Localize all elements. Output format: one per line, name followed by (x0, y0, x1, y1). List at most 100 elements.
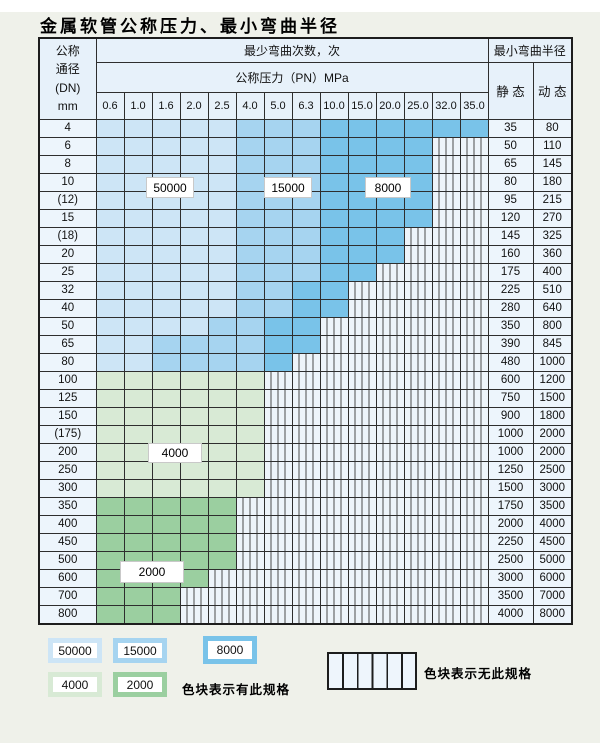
spec-cell-b8 (347, 208, 377, 228)
no-spec-cell (403, 370, 433, 390)
no-spec-cell (459, 298, 489, 318)
legend-has-spec-text: 色块表示有此规格 (182, 683, 291, 697)
spec-cell-b50 (151, 244, 181, 264)
spec-cell-g2 (123, 532, 153, 552)
no-spec-cell (347, 424, 377, 444)
dynamic-radius-cell: 5000 (532, 550, 573, 570)
no-spec-cell (347, 532, 377, 552)
spec-cell-b50 (179, 226, 209, 246)
no-spec-cell (179, 604, 209, 624)
no-spec-cell (459, 262, 489, 282)
pressure-col-header: 32.0 (431, 91, 461, 120)
table-row: (18) 145 325 (38, 226, 573, 246)
no-spec-cell (319, 604, 349, 624)
no-spec-cell (403, 496, 433, 516)
no-spec-cell (375, 604, 405, 624)
spec-cell-g4 (179, 478, 209, 498)
spec-cell-g4 (123, 442, 153, 462)
dn-cell: 15 (38, 208, 97, 228)
no-spec-cell (403, 424, 433, 444)
spec-cell-b8 (319, 118, 349, 138)
spec-cell-b8 (431, 118, 461, 138)
no-spec-cell (235, 532, 265, 552)
spec-cell-g2 (95, 532, 125, 552)
table-row: 6 50 110 (38, 136, 573, 156)
spec-cell-b50 (151, 298, 181, 318)
spec-cell-g4 (123, 388, 153, 408)
dynamic-radius-cell: 325 (532, 226, 573, 246)
dn-cell: 4 (38, 118, 97, 138)
spec-cell-b15 (235, 298, 265, 318)
spec-cell-b15 (207, 352, 237, 372)
no-spec-cell (263, 460, 293, 480)
no-spec-cell (319, 424, 349, 444)
spec-cell-g4 (123, 424, 153, 444)
dynamic-radius-cell: 2500 (532, 460, 573, 480)
dn-cell: 400 (38, 514, 97, 534)
static-radius-cell: 95 (487, 190, 534, 210)
spec-cell-b50 (179, 154, 209, 174)
no-spec-cell (375, 442, 405, 462)
no-spec-cell (263, 442, 293, 462)
static-radius-cell: 225 (487, 280, 534, 300)
spec-cell-b15 (291, 154, 321, 174)
static-radius-cell: 4000 (487, 604, 534, 624)
no-spec-cell (263, 406, 293, 426)
no-spec-cell (319, 388, 349, 408)
static-radius-cell: 145 (487, 226, 534, 246)
spec-cell-b8 (403, 208, 433, 228)
no-spec-cell (319, 334, 349, 354)
spec-cell-b8 (319, 262, 349, 282)
spec-cell-g4 (123, 460, 153, 480)
pressure-col-header: 1.6 (151, 91, 181, 120)
spec-cell-g4 (207, 478, 237, 498)
static-radius-cell: 390 (487, 334, 534, 354)
static-radius-cell: 65 (487, 154, 534, 174)
no-spec-cell (459, 190, 489, 210)
no-spec-cell (179, 586, 209, 606)
no-spec-cell (263, 388, 293, 408)
table-row: 150 900 1800 (38, 406, 573, 426)
no-spec-cell (403, 316, 433, 336)
no-spec-cell (431, 532, 461, 552)
spec-cell-b50 (123, 352, 153, 372)
pressure-col-header: 6.3 (291, 91, 321, 120)
spec-cell-b50 (123, 226, 153, 246)
dynamic-radius-cell: 4000 (532, 514, 573, 534)
spec-cell-b8 (375, 154, 405, 174)
no-spec-cell (375, 460, 405, 480)
spec-cell-b50 (95, 334, 125, 354)
spec-cell-b8 (263, 316, 293, 336)
spec-cell-b8 (319, 154, 349, 174)
cycle-count-label: 15000 (264, 177, 312, 198)
spec-cell-b50 (123, 298, 153, 318)
no-spec-cell (431, 514, 461, 534)
no-spec-cell (459, 586, 489, 606)
legend-badge-value: 50000 (53, 643, 97, 658)
static-radius-cell: 160 (487, 244, 534, 264)
spec-cell-g2 (95, 586, 125, 606)
no-spec-cell (263, 586, 293, 606)
no-spec-cell (207, 604, 237, 624)
spec-cell-b50 (151, 118, 181, 138)
spec-cell-g4 (235, 406, 265, 426)
no-spec-cell (431, 496, 461, 516)
spec-cell-b50 (179, 208, 209, 228)
spec-cell-b50 (151, 262, 181, 282)
cycle-count-label: 2000 (120, 561, 184, 583)
spec-cell-b8 (319, 244, 349, 264)
no-spec-cell (375, 370, 405, 390)
static-col-header: 静 态 (487, 61, 534, 120)
no-spec-cell (459, 316, 489, 336)
no-spec-cell (375, 406, 405, 426)
no-spec-cell (375, 262, 405, 282)
spec-cell-b50 (95, 118, 125, 138)
spec-cell-g2 (207, 550, 237, 570)
spec-cell-b8 (319, 226, 349, 246)
spec-cell-b15 (291, 118, 321, 138)
no-spec-cell (403, 262, 433, 282)
no-spec-cell (403, 604, 433, 624)
spec-cell-b50 (123, 118, 153, 138)
spec-cell-b50 (95, 154, 125, 174)
spec-cell-b8 (319, 136, 349, 156)
